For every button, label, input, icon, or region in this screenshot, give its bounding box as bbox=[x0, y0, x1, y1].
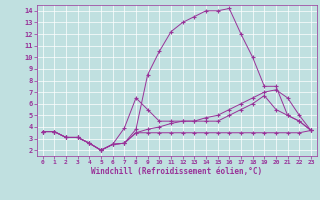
X-axis label: Windchill (Refroidissement éolien,°C): Windchill (Refroidissement éolien,°C) bbox=[91, 167, 262, 176]
